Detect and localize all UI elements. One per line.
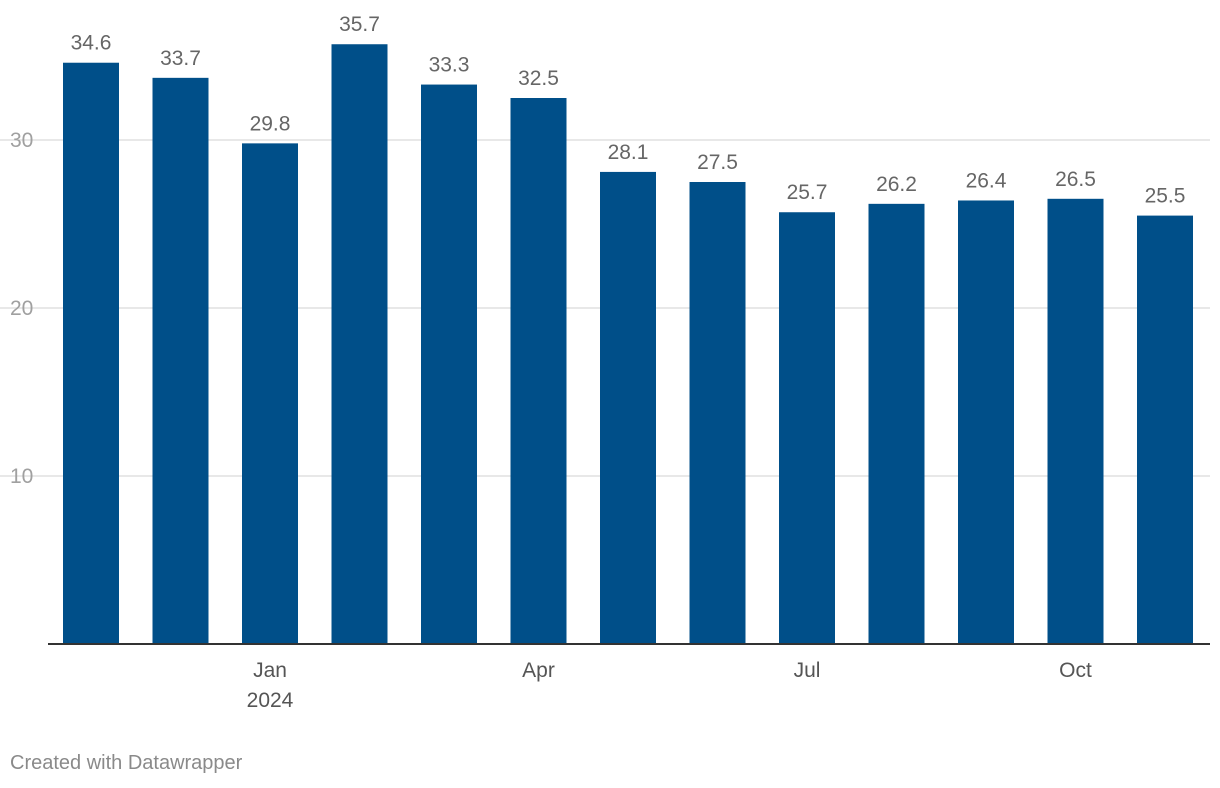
bar [331, 44, 388, 645]
bar [421, 84, 477, 644]
footer-credit: Created with Datawrapper [10, 752, 243, 774]
data-label: 29.8 [250, 112, 291, 135]
x-tick-label: Apr [522, 659, 555, 682]
data-label: 32.5 [518, 67, 559, 90]
bar [510, 98, 567, 644]
y-axis-ticks: 10 20 30 [10, 129, 33, 488]
data-label: 34.6 [71, 32, 112, 55]
bar [1137, 215, 1193, 644]
bar [242, 143, 298, 645]
data-label: 33.3 [429, 54, 470, 77]
bar [1047, 198, 1104, 645]
data-label: 35.7 [339, 13, 380, 36]
bar [868, 203, 925, 644]
data-label: 33.7 [160, 47, 201, 70]
x-tick-label: Oct [1059, 659, 1092, 682]
y-tick-label: 20 [10, 297, 33, 320]
y-tick-label: 10 [10, 465, 33, 488]
data-labels: 34.6 33.7 29.8 35.7 33.3 32.5 28.1 27.5 25.7 26.2… [71, 13, 1186, 207]
x-axis-ticks: Jan 2024 Apr Jul Oct [247, 659, 1092, 712]
bar [689, 182, 746, 644]
bar [600, 171, 656, 645]
data-label: 26.2 [876, 173, 917, 196]
data-label: 27.5 [697, 151, 738, 174]
data-label: 25.5 [1145, 185, 1186, 208]
bar-chart: 10 20 30 34.6 33.7 29.8 35.7 33.3 32.5 28.1 27.5 2… [0, 13, 1210, 712]
bar [63, 62, 119, 645]
x-tick-label: Jan [253, 659, 287, 682]
bar [779, 212, 835, 645]
x-tick-label: Jul [794, 659, 821, 682]
bars [63, 44, 1193, 645]
y-tick-label: 30 [10, 129, 33, 152]
data-label: 25.7 [787, 181, 828, 204]
data-label: 26.5 [1055, 168, 1096, 191]
x-tick-year-label: 2024 [247, 689, 294, 712]
data-label: 28.1 [608, 141, 649, 164]
bar [152, 77, 209, 645]
data-label: 26.4 [966, 169, 1007, 192]
bar [958, 200, 1014, 645]
